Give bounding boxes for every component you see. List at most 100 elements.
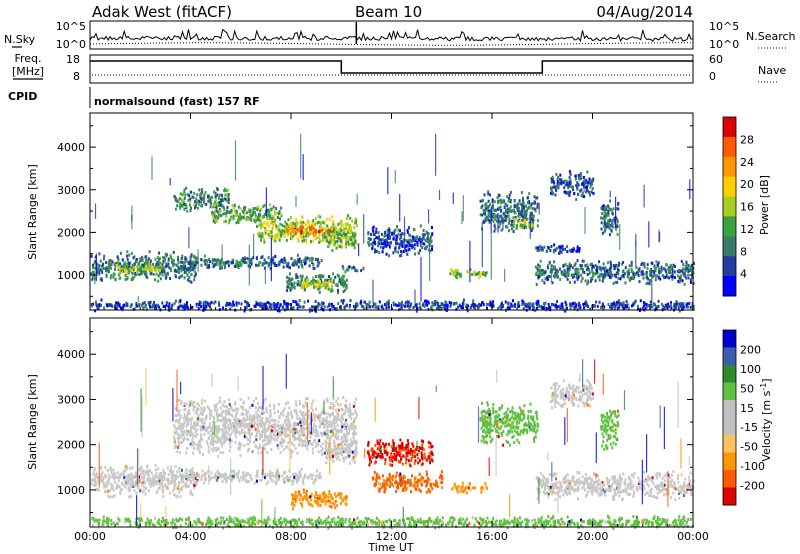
range-cell bbox=[165, 262, 168, 266]
range-cell bbox=[267, 233, 270, 236]
range-cell bbox=[108, 303, 111, 306]
range-cell bbox=[234, 265, 237, 268]
range-cell bbox=[244, 217, 247, 221]
range-cell bbox=[508, 305, 511, 309]
range-cell bbox=[262, 237, 265, 241]
range-cell bbox=[512, 225, 515, 229]
range-cell bbox=[305, 443, 307, 447]
scatter-region bbox=[211, 203, 283, 225]
range-cell bbox=[92, 270, 94, 274]
range-cell bbox=[201, 469, 204, 473]
range-cell bbox=[192, 474, 195, 478]
range-cell bbox=[235, 259, 238, 263]
range-cell bbox=[116, 483, 119, 487]
range-cell bbox=[570, 185, 573, 189]
range-cell bbox=[149, 305, 152, 309]
range-cell bbox=[563, 273, 565, 277]
range-cell bbox=[159, 277, 162, 281]
range-cell bbox=[525, 204, 528, 208]
range-cell bbox=[529, 302, 532, 306]
range-cell bbox=[688, 268, 691, 272]
range-cell bbox=[637, 274, 640, 277]
range-cell bbox=[105, 269, 107, 273]
range-cell bbox=[339, 239, 342, 243]
range-cell bbox=[206, 405, 209, 409]
range-cell bbox=[657, 276, 660, 280]
range-cell bbox=[288, 272, 291, 276]
range-cell bbox=[466, 307, 469, 311]
range-cell bbox=[288, 476, 291, 480]
range-cell bbox=[333, 235, 336, 239]
range-cell bbox=[184, 193, 187, 197]
range-cell bbox=[159, 272, 162, 276]
range-cell bbox=[126, 250, 129, 254]
range-cell bbox=[518, 304, 521, 308]
range-cell bbox=[121, 264, 123, 268]
range-cell bbox=[602, 276, 605, 280]
range-cell bbox=[609, 267, 611, 271]
range-cell bbox=[123, 269, 126, 273]
range-cell bbox=[263, 424, 266, 428]
range-cell bbox=[167, 473, 170, 477]
range-cell bbox=[308, 223, 311, 227]
range-cell bbox=[581, 270, 584, 274]
range-cell bbox=[272, 256, 275, 260]
range-cell bbox=[404, 304, 406, 308]
range-cell bbox=[241, 421, 244, 425]
range-cell bbox=[685, 260, 688, 264]
range-cell bbox=[345, 226, 348, 230]
range-cell bbox=[344, 223, 347, 226]
range-cell bbox=[128, 476, 131, 480]
range-cell bbox=[686, 269, 688, 273]
range-cell bbox=[243, 417, 245, 420]
range-cell bbox=[540, 305, 543, 309]
range-cell bbox=[246, 257, 249, 261]
range-cell bbox=[110, 485, 113, 489]
range-cell bbox=[208, 303, 210, 307]
range-cell bbox=[588, 190, 591, 194]
freq-line bbox=[90, 60, 693, 74]
range-cell bbox=[131, 477, 134, 481]
range-cell bbox=[559, 249, 562, 253]
range-cell bbox=[192, 476, 195, 480]
range-cell bbox=[347, 231, 349, 235]
range-cell bbox=[227, 221, 230, 225]
range-cell bbox=[225, 303, 228, 307]
range-cell bbox=[450, 268, 453, 272]
range-cell bbox=[541, 279, 544, 283]
range-cell bbox=[532, 221, 534, 225]
range-cell bbox=[159, 263, 162, 267]
range-cell bbox=[603, 224, 606, 228]
range-cell bbox=[396, 304, 399, 308]
range-cell bbox=[193, 203, 196, 207]
range-cell bbox=[145, 264, 148, 268]
range-cell bbox=[443, 303, 446, 307]
range-cell bbox=[290, 307, 293, 310]
range-cell bbox=[265, 482, 268, 486]
range-cell bbox=[261, 223, 264, 227]
range-cell bbox=[614, 264, 617, 268]
range-cell bbox=[348, 226, 351, 229]
range-cell bbox=[334, 243, 337, 247]
range-cell bbox=[264, 304, 267, 308]
range-cell bbox=[594, 264, 597, 267]
range-cell bbox=[256, 302, 259, 306]
range-cell bbox=[281, 223, 284, 227]
range-cell bbox=[296, 220, 298, 224]
range-cell bbox=[136, 271, 139, 274]
range-cell bbox=[356, 269, 359, 273]
range-cell bbox=[508, 196, 511, 200]
range-cell bbox=[513, 205, 516, 208]
range-cell bbox=[346, 235, 349, 239]
range-cell bbox=[619, 277, 622, 281]
range-cell bbox=[353, 401, 356, 405]
range-cell bbox=[300, 216, 303, 220]
range-cell bbox=[179, 202, 182, 206]
range-cell bbox=[513, 304, 516, 308]
range-cell bbox=[264, 266, 266, 284]
range-cell bbox=[592, 192, 595, 195]
range-cell bbox=[270, 221, 272, 225]
range-cell bbox=[92, 472, 95, 476]
range-cell bbox=[279, 230, 282, 234]
range-cell bbox=[238, 447, 241, 451]
